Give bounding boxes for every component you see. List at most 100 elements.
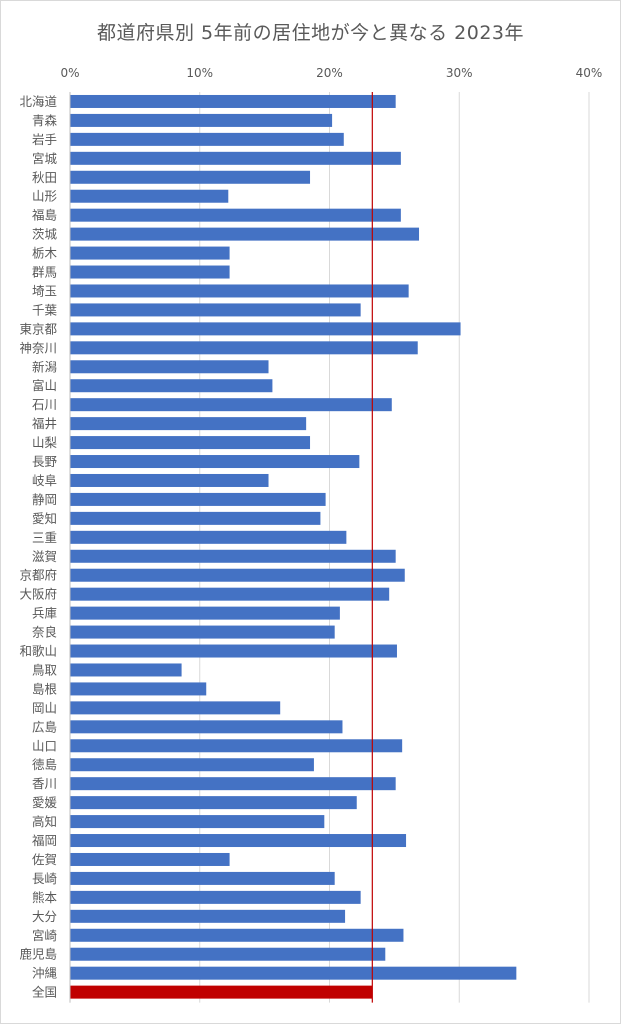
x-tick-label: 30% [446, 66, 473, 80]
bar-山口 [70, 739, 403, 753]
bar-長野 [70, 455, 360, 469]
bar-山梨 [70, 436, 311, 450]
x-tick-label: 10% [186, 66, 213, 80]
bar-京都府 [70, 568, 405, 582]
category-label: 茨城 [32, 227, 58, 242]
category-label: 鳥取 [32, 662, 58, 677]
bar-広島 [70, 720, 343, 734]
category-label: 栃木 [32, 246, 58, 261]
category-label: 神奈川 [19, 340, 57, 355]
bar-三重 [70, 530, 347, 544]
bar-石川 [70, 398, 392, 412]
category-label: 静岡 [32, 492, 57, 507]
bar-山形 [70, 189, 229, 203]
category-label: 東京都 [19, 321, 57, 336]
category-label: 香川 [32, 776, 57, 791]
category-label: 和歌山 [19, 644, 57, 659]
category-label: 大分 [32, 909, 57, 924]
category-label: 青森 [32, 113, 58, 128]
category-label: 岩手 [32, 132, 57, 147]
bar-徳島 [70, 758, 314, 772]
bar-島根 [70, 682, 207, 696]
category-label: 全国 [32, 985, 57, 1000]
bar-高知 [70, 815, 325, 829]
bar-岩手 [70, 132, 344, 146]
category-label: 群馬 [32, 265, 57, 280]
category-label: 岡山 [32, 700, 57, 715]
category-label: 愛媛 [32, 795, 58, 810]
bar-岐阜 [70, 473, 269, 487]
bar-熊本 [70, 890, 361, 904]
category-label: 愛知 [32, 511, 57, 526]
category-label: 福島 [32, 208, 57, 223]
bar-奈良 [70, 625, 335, 639]
bar-群馬 [70, 265, 230, 279]
bar-福島 [70, 208, 401, 222]
category-label: 宮城 [32, 151, 58, 166]
category-label: 山口 [32, 738, 57, 753]
category-label: 熊本 [32, 890, 58, 905]
category-label: 徳島 [32, 757, 57, 772]
category-label: 大阪府 [19, 587, 57, 602]
category-label: 新潟 [32, 359, 57, 374]
bar-宮城 [70, 151, 401, 165]
category-label: 福井 [32, 416, 57, 431]
bar-宮崎 [70, 928, 404, 942]
category-label: 富山 [32, 378, 57, 393]
bar-静岡 [70, 492, 326, 506]
bar-福岡 [70, 834, 407, 848]
bar-全国 [70, 985, 373, 999]
category-label: 広島 [32, 719, 57, 734]
x-tick-label: 0% [60, 66, 79, 80]
chart-title: 都道府県別 5年前の居住地が今と異なる 2023年 [96, 22, 525, 44]
bar-愛知 [70, 511, 321, 525]
bar-新潟 [70, 360, 269, 374]
category-label: 長崎 [32, 871, 58, 886]
bar-長崎 [70, 871, 335, 885]
category-label: 島根 [32, 681, 58, 696]
bar-福井 [70, 417, 307, 431]
bar-香川 [70, 777, 396, 791]
bar-青森 [70, 113, 333, 127]
category-label: 山梨 [32, 435, 58, 450]
category-label: 千葉 [32, 302, 58, 317]
category-label: 宮崎 [32, 928, 58, 943]
category-label: 埼玉 [32, 283, 57, 298]
bar-沖縄 [70, 966, 517, 980]
category-label: 岐阜 [32, 473, 57, 488]
x-tick-label: 20% [316, 66, 343, 80]
category-label: 福岡 [32, 833, 57, 848]
bar-北海道 [70, 94, 396, 108]
bar-大分 [70, 909, 346, 923]
x-tick-label: 40% [576, 66, 603, 80]
category-label: 高知 [32, 814, 57, 829]
bar-佐賀 [70, 852, 230, 866]
category-label: 北海道 [19, 94, 57, 109]
bar-東京都 [70, 322, 461, 336]
category-label: 秋田 [32, 170, 57, 185]
bar-兵庫 [70, 606, 340, 620]
bar-埼玉 [70, 284, 409, 298]
bar-愛媛 [70, 796, 357, 810]
category-label: 京都府 [19, 568, 57, 583]
bar-富山 [70, 379, 273, 393]
category-label: 三重 [32, 530, 57, 545]
category-label: 佐賀 [32, 852, 57, 867]
category-label: 石川 [32, 397, 57, 412]
bar-岡山 [70, 701, 281, 715]
category-label: 奈良 [32, 625, 57, 640]
bar-栃木 [70, 246, 230, 260]
category-label: 山形 [32, 189, 58, 204]
bar-鳥取 [70, 663, 182, 677]
category-label: 滋賀 [32, 549, 57, 564]
bar-神奈川 [70, 341, 418, 355]
bar-和歌山 [70, 644, 397, 658]
bar-千葉 [70, 303, 361, 317]
bar-大阪府 [70, 587, 390, 601]
bar-秋田 [70, 170, 311, 184]
category-label: 鹿児島 [19, 947, 57, 962]
category-label: 兵庫 [32, 606, 57, 621]
category-label: 長野 [32, 454, 58, 469]
category-label: 沖縄 [32, 966, 58, 981]
